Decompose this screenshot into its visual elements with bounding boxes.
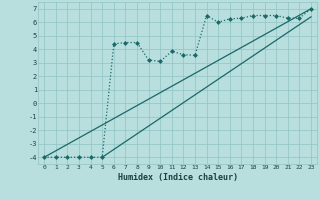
X-axis label: Humidex (Indice chaleur): Humidex (Indice chaleur) bbox=[118, 173, 238, 182]
